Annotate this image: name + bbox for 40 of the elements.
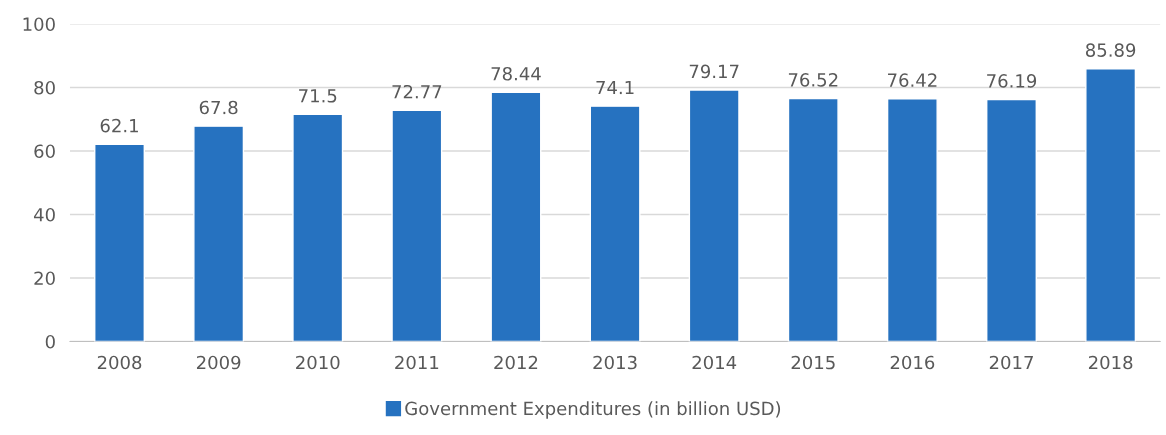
x-tick-label: 2018 (1088, 355, 1133, 370)
x-tick-label: 2017 (989, 355, 1033, 370)
x-tick-label: 2015 (791, 355, 835, 370)
y-tick-label: 100 (23, 17, 55, 32)
bar (589, 105, 641, 342)
x-tick-label: 2012 (494, 355, 538, 370)
data-label: 71.5 (299, 89, 337, 103)
bar (292, 113, 344, 342)
bar (787, 97, 839, 342)
y-tick-label: 60 (34, 144, 55, 159)
x-tick-label: 2009 (196, 355, 241, 370)
data-label: 85.89 (1085, 43, 1136, 57)
y-tick-label: 0 (45, 334, 55, 349)
data-label: 72.77 (392, 84, 442, 99)
bar (391, 109, 443, 342)
y-tick-label: 20 (34, 271, 55, 286)
bar (193, 125, 245, 342)
x-tick-label: 2016 (890, 355, 935, 370)
x-tick-label: 2013 (593, 355, 637, 370)
data-label: 67.8 (199, 100, 238, 115)
x-tick-label: 2008 (97, 355, 142, 370)
data-label: 76.52 (788, 73, 838, 87)
bar (94, 143, 145, 342)
data-label: 74.1 (596, 80, 634, 95)
bar (1085, 68, 1137, 342)
data-label: 62.1 (100, 118, 138, 133)
x-tick-label: 2011 (395, 355, 439, 370)
x-tick-label: 2014 (692, 355, 737, 370)
y-tick-label: 40 (33, 207, 55, 222)
bar (490, 91, 542, 342)
data-label: 78.44 (491, 66, 541, 81)
data-label: 79.17 (689, 64, 739, 79)
x-tick-label: 2010 (296, 355, 340, 370)
data-label: 76.42 (888, 73, 937, 87)
data-label: 76.19 (987, 74, 1037, 88)
bar (688, 89, 740, 342)
y-tick-label: 80 (34, 80, 55, 95)
legend-label: Government Expenditures (in billion USD) (405, 401, 781, 419)
bar (986, 98, 1037, 342)
bar (886, 98, 938, 342)
